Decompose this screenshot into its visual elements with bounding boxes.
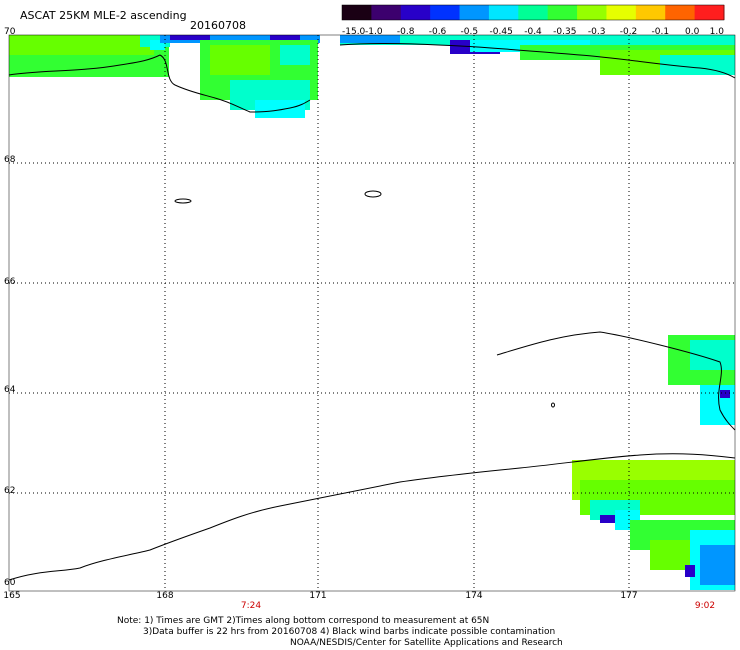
lon-label-168: 168 [156, 591, 174, 601]
map-date: 20160708 [190, 19, 246, 32]
data-swaths [9, 35, 735, 590]
note-line-1: Note: 1) Times are GMT 2)Times along bot… [117, 616, 490, 626]
colorbar-swatch [547, 5, 578, 20]
colorbar-frame [341, 4, 725, 21]
colorbar-label: -0.45 [490, 27, 513, 37]
colorbar-label: 0.0 [685, 27, 700, 37]
colorbar-swatch [430, 5, 461, 20]
lat-label-68: 68 [4, 155, 16, 165]
time-label-start: 7:24 [240, 601, 262, 611]
gridlines [9, 35, 735, 591]
lat-label-64: 64 [4, 385, 16, 395]
lon-label-174: 174 [465, 591, 483, 601]
lat-label-60: 60 [4, 578, 16, 588]
colorbar-swatch [518, 5, 549, 20]
colorbar-swatch [606, 5, 637, 20]
colorbar-swatch [577, 5, 607, 20]
note-line-3: NOAA/NESDIS/Center for Satellite Applica… [290, 638, 563, 648]
colorbar-label: -0.4 [524, 27, 542, 37]
colorbar-swatch [665, 5, 696, 20]
note-line-2: 3)Data buffer is 22 hrs from 20160708 4)… [143, 627, 556, 637]
colorbar: -15.0 -1.0 -0.8 -0.6 -0.5 -0.45 -0.4 -0.35 -0.3 -… [341, 4, 725, 37]
colorbar-label: -1.0 [365, 27, 383, 37]
colorbar-label: -0.1 [652, 27, 670, 37]
coastline [8, 42, 736, 581]
lon-label-165: 165 [3, 591, 21, 601]
map-title: ASCAT 25KM MLE-2 ascending [20, 9, 187, 22]
time-label-end: 9:02 [694, 601, 716, 611]
colorbar-label: -0.5 [461, 27, 479, 37]
colorbar-label: -0.6 [429, 27, 447, 37]
colorbar-label: -0.8 [397, 27, 415, 37]
map-frame [8, 34, 736, 592]
colorbar-label: -0.3 [588, 27, 606, 37]
lon-label-177: 177 [620, 591, 638, 601]
colorbar-swatch [694, 5, 725, 20]
colorbar-swatch [400, 5, 431, 20]
colorbar-label: -0.2 [620, 27, 638, 37]
colorbar-swatch [488, 5, 519, 20]
colorbar-swatch [342, 5, 372, 20]
colorbar-swatch [459, 5, 490, 20]
lat-label-66: 66 [4, 277, 16, 287]
lon-label-171: 171 [309, 591, 327, 601]
colorbar-label: -0.35 [553, 27, 576, 37]
colorbar-swatch [635, 5, 666, 20]
colorbar-label: 1.0 [710, 27, 725, 37]
lat-label-62: 62 [4, 486, 16, 496]
colorbar-label: -15.0 [342, 27, 366, 37]
lat-label-70: 70 [4, 27, 16, 37]
colorbar-swatch [371, 5, 402, 20]
